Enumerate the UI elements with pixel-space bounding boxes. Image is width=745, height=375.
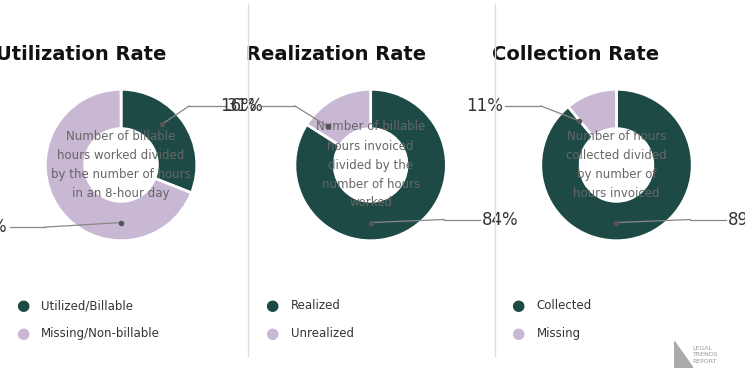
Text: Collection Rate: Collection Rate [492, 45, 659, 64]
Text: Missing: Missing [536, 327, 580, 340]
Text: 69%: 69% [0, 218, 7, 236]
Text: ●: ● [16, 326, 29, 341]
Text: ●: ● [265, 326, 279, 341]
Wedge shape [45, 89, 191, 241]
Text: 11%: 11% [466, 97, 503, 115]
Text: Utilization Rate: Utilization Rate [0, 45, 166, 64]
Wedge shape [541, 89, 692, 241]
Text: ●: ● [511, 298, 524, 313]
Text: 89%: 89% [728, 210, 745, 228]
Text: 84%: 84% [482, 210, 519, 228]
Wedge shape [568, 89, 617, 137]
Wedge shape [307, 89, 371, 146]
Text: ●: ● [265, 298, 279, 313]
Polygon shape [674, 341, 693, 368]
Text: 16%: 16% [221, 97, 257, 115]
Text: Number of billable
hours invoiced
divided by the
number of hours
worked: Number of billable hours invoiced divide… [316, 120, 425, 210]
Text: Realized: Realized [291, 299, 340, 312]
Text: LEGAL
TRENDS
REPORT: LEGAL TRENDS REPORT [693, 345, 718, 364]
Text: Unrealized: Unrealized [291, 327, 354, 340]
Text: Collected: Collected [536, 299, 592, 312]
Wedge shape [121, 89, 197, 193]
Text: Number of hours
collected divided
by number of
hours invoiced: Number of hours collected divided by num… [566, 130, 667, 200]
Text: Number of billable
hours worked divided
by the number of hours
in an 8-hour day: Number of billable hours worked divided … [51, 130, 191, 200]
Text: Missing/Non-billable: Missing/Non-billable [41, 327, 160, 340]
Wedge shape [295, 89, 446, 241]
Text: Utilized/Billable: Utilized/Billable [41, 299, 133, 312]
Text: ●: ● [16, 298, 29, 313]
Text: Realization Rate: Realization Rate [246, 45, 426, 64]
Text: 31%: 31% [227, 97, 264, 115]
Text: ●: ● [511, 326, 524, 341]
